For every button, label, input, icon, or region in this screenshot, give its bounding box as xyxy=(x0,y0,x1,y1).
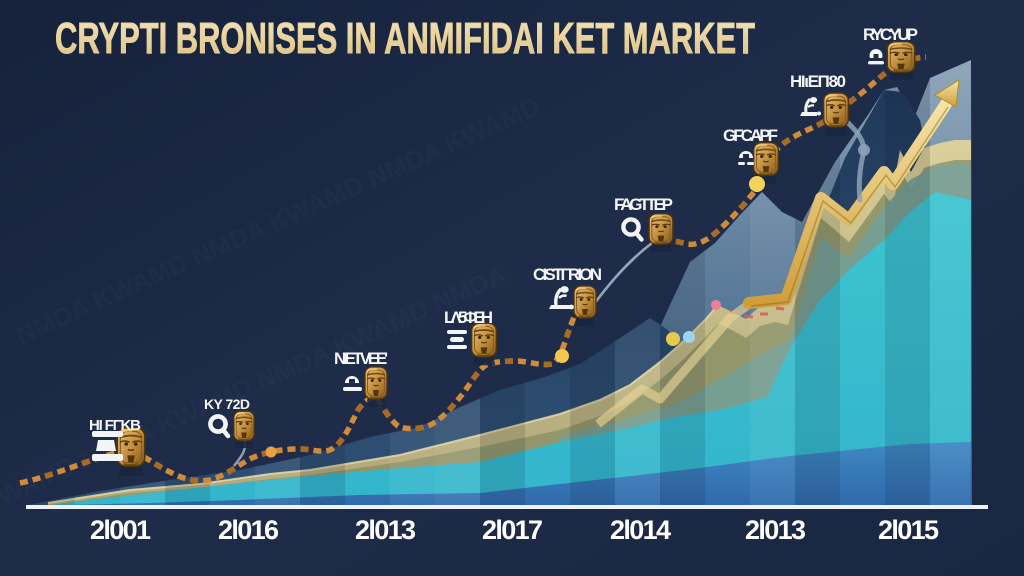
svg-text:CISTΓRION: CISTΓRION xyxy=(533,265,602,284)
svg-text:KY 72D: KY 72D xyxy=(204,396,250,412)
svg-text:2l013: 2l013 xyxy=(355,515,416,545)
svg-text:CRYPTI BRONISES IN ANMIFIDAI K: CRYPTI BRONISES IN ANMIFIDAI KET MARKET xyxy=(55,14,755,63)
svg-text:2l016: 2l016 xyxy=(218,515,279,545)
svg-text:RYCYUP: RYCYUP xyxy=(863,25,918,44)
svg-text:2l001: 2l001 xyxy=(90,515,151,545)
svg-text:HI FΓKB: HI FΓKB xyxy=(89,417,141,434)
svg-text:LΛ5ΦΕΗ: LΛ5ΦΕΗ xyxy=(444,308,493,327)
svg-text:2l017: 2l017 xyxy=(482,515,543,545)
svg-text:HIιΕΠ80: HIιΕΠ80 xyxy=(790,72,846,91)
svg-text:2l013: 2l013 xyxy=(745,515,806,545)
svg-text:2l014: 2l014 xyxy=(610,515,671,545)
svg-text:NIΕTVEΕ': NIΕTVEΕ' xyxy=(334,349,388,368)
svg-text:GFCAPF: GFCAPF xyxy=(723,126,778,145)
svg-text:FAGTTEP: FAGTTEP xyxy=(614,195,673,214)
svg-text:2l015: 2l015 xyxy=(878,515,939,545)
